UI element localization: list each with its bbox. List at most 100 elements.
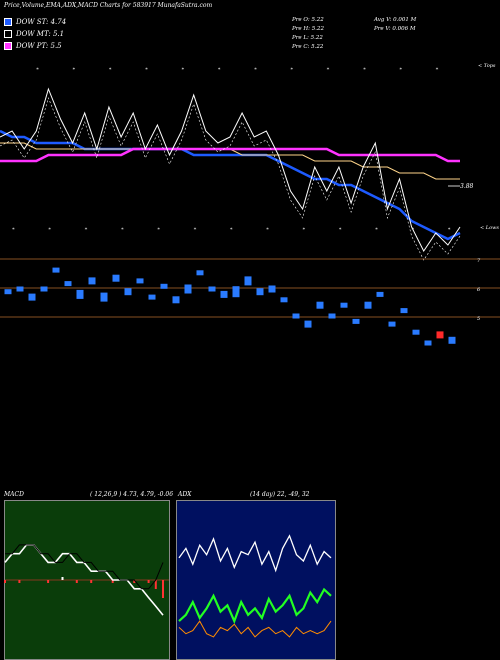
macd-histogram [4,577,164,598]
adx-series-di [178,587,332,625]
macd-histogram-bar [75,580,78,583]
macd-histogram-bar [90,580,93,583]
macd-histogram-bar [18,580,21,583]
adx-panel [176,500,336,660]
volume-candle [388,321,396,327]
legend-dow-st: DOW ST: 4.74 [4,18,66,26]
volume-candle [112,274,120,282]
price-tops-markers: * * * * * * * * * * * * [36,67,439,73]
chart-title: Price,Volume,EMA,ADX,MACD Charts for 583… [4,2,213,9]
volume-candle [172,296,180,304]
volume-candle [28,293,36,301]
tops-marker: * [182,67,185,73]
lows-marker: * [48,227,51,233]
lows-marker: * [448,227,451,233]
volume-axis-5: 5 [477,316,480,322]
macd-histogram-bar [61,577,64,580]
macd-plot [4,544,169,616]
lows-marker: * [412,227,415,233]
legend-swatch-dow-st [4,18,12,26]
volume-chart: 7 6 5 [0,258,500,346]
macd-histogram-bar [4,580,6,583]
volume-candle [52,267,60,273]
volume-candle [136,278,144,284]
volume-candle [376,291,384,297]
volume-candle [292,313,300,319]
volume-candle [244,276,252,286]
lows-marker: * [194,227,197,233]
legend-dow-mt: DOW MT: 5.1 [4,30,64,38]
volume-candle [184,284,192,294]
volume-candle [280,297,288,303]
tops-marker: * [218,67,221,73]
lows-marker: * [303,227,306,233]
macd-histogram-bar [111,580,114,583]
volume-candle [124,288,132,296]
macd-lines [4,544,164,616]
volume-candle [64,281,72,287]
volume-candle [4,289,12,295]
macd-histogram-bar [47,580,50,583]
tops-marker: * [145,67,148,73]
lows-marker: * [230,227,233,233]
tops-marker: * [436,67,439,73]
volume-candle [220,290,228,298]
tops-marker: * [109,67,112,73]
volume-candle [400,308,408,314]
lows-marker: * [339,227,342,233]
lows-marker: * [85,227,88,233]
legend-dow-pt: DOW PT: 5.5 [4,42,62,50]
volume-candle [160,283,168,289]
volume-candle [352,318,360,324]
legend-label-dow-st: DOW ST: 4.74 [16,18,67,26]
tops-marker: * [254,67,257,73]
volume-candle [208,286,216,292]
tops-marker: * [36,67,39,73]
legend-label-dow-pt: DOW PT: 5.5 [16,42,62,50]
info-avg-volume: Avg V: 0.001 M [374,17,417,23]
tops-marker: * [291,67,294,73]
macd-panel [4,500,170,660]
lows-marker: * [121,227,124,233]
tops-marker: * [327,67,330,73]
macd-histogram-bar [154,580,157,589]
price-chart: * * * * * * * * * * * * < Tops 3.88 * * * * * * * * * * * * * <… [0,63,499,261]
legend-swatch-dow-mt [4,30,12,38]
volume-candles [4,267,456,346]
volume-candle [316,301,324,309]
volume-candle [232,286,240,298]
last-price-label: 3.88 [460,183,474,190]
legend-swatch-dow-pt [4,42,12,50]
volume-candle [304,320,312,328]
lows-marker: * [375,227,378,233]
adx-plot [178,534,332,638]
macd-histogram-bar [147,580,150,583]
info-prev-volume: Pre V: 0.006 M [374,26,416,32]
info-prev-open: Pre O: 5.22 [292,17,324,23]
macd-params: ( 12,26,9 ) 4.73, 4.79, -0.06 [90,491,174,498]
adx-lines [178,534,332,638]
lows-marker: * [157,227,160,233]
info-prev-close: Pre C: 5.22 [292,44,324,50]
volume-candle [424,340,432,346]
volume-axis-7: 7 [477,258,481,264]
ema-line-dow-pt [0,147,460,163]
macd-histogram-bar [133,580,136,583]
info-prev-low: Pre L: 5.22 [292,35,323,41]
volume-candle [340,302,348,308]
volume-candle [328,313,336,319]
volume-axis-6: 6 [477,287,481,293]
legend-label-dow-mt: DOW MT: 5.1 [16,30,65,38]
adx-params: (14 day) 22, -49, 32 [250,491,310,498]
macd-signal-line [5,544,164,590]
tops-marker: * [363,67,366,73]
volume-candle [40,286,48,292]
volume-candle [196,270,204,276]
volume-candle [412,329,420,335]
volume-candle [88,277,96,285]
volume-candle [76,289,84,299]
tops-label: < Tops [478,63,496,69]
tops-marker: * [400,67,403,73]
price-lows-markers: * * * * * * * * * * * * * [12,227,451,233]
lows-label: < Lows [480,225,499,231]
